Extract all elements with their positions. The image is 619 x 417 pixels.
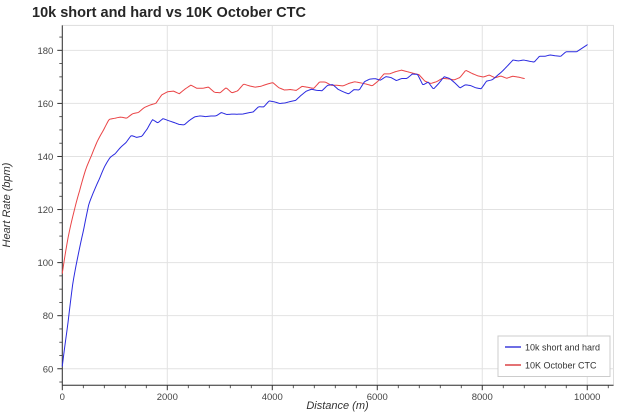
svg-text:100: 100 xyxy=(37,258,53,269)
svg-text:10000: 10000 xyxy=(574,392,600,403)
svg-text:160: 160 xyxy=(37,99,53,110)
svg-text:180: 180 xyxy=(37,46,53,57)
svg-text:0: 0 xyxy=(60,392,65,403)
svg-text:10K October CTC: 10K October CTC xyxy=(525,361,597,371)
svg-text:120: 120 xyxy=(37,205,53,216)
svg-text:80: 80 xyxy=(43,311,54,322)
svg-text:6000: 6000 xyxy=(367,392,388,403)
svg-text:60: 60 xyxy=(43,364,54,375)
svg-text:4000: 4000 xyxy=(262,392,283,403)
svg-text:8000: 8000 xyxy=(472,392,493,403)
svg-text:2000: 2000 xyxy=(157,392,178,403)
svg-text:10k short and hard: 10k short and hard xyxy=(525,343,600,353)
svg-text:140: 140 xyxy=(37,152,53,163)
